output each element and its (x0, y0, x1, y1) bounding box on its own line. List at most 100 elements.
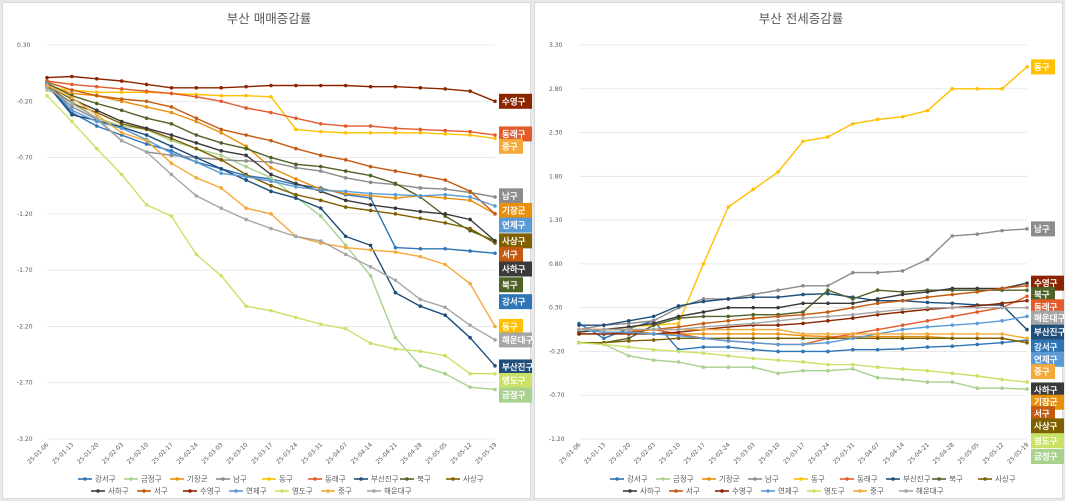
data-point (318, 153, 323, 158)
data-point (368, 173, 373, 178)
data-point (318, 239, 323, 243)
data-point (468, 129, 472, 134)
end-label-box (1031, 324, 1064, 340)
data-point (468, 335, 472, 340)
data-point (801, 360, 805, 364)
end-label-box (499, 387, 532, 403)
data-point (119, 126, 124, 131)
x-tick-label: 25-03-10 (757, 441, 781, 465)
y-tick-label: -2.20 (17, 323, 33, 330)
legend-label: 기장군 (719, 474, 740, 484)
data-point (368, 264, 373, 269)
legend-marker (267, 477, 271, 481)
data-point (119, 87, 124, 91)
data-point (651, 358, 656, 363)
data-point (244, 133, 248, 137)
data-point (244, 304, 248, 308)
data-point (169, 122, 174, 126)
legend-marker (904, 489, 908, 493)
end-label-box (1031, 275, 1064, 291)
data-point (493, 364, 497, 368)
end-label: 서구 (502, 249, 518, 260)
data-point (194, 160, 199, 164)
data-point (776, 319, 780, 323)
x-tick-label: 25-02-24 (708, 441, 732, 465)
data-point (294, 196, 298, 200)
legend-label: 해운대구 (916, 486, 944, 496)
data-point (801, 283, 805, 288)
data-point (875, 332, 880, 336)
end-label: 금정구 (1034, 452, 1058, 463)
data-point (368, 341, 373, 346)
legend-marker (674, 489, 678, 493)
data-point (493, 239, 497, 243)
data-point (751, 340, 756, 345)
data-point (294, 192, 298, 197)
legend-label: 해운대구 (384, 486, 412, 496)
data-point (244, 178, 248, 182)
data-point (875, 312, 880, 317)
data-point (318, 322, 323, 326)
data-point (94, 101, 99, 106)
data-point (975, 305, 980, 310)
end-label-box (1031, 310, 1064, 326)
data-point (875, 288, 880, 292)
end-label: 사하구 (502, 264, 526, 275)
x-tick-label: 25-05-05 (424, 441, 448, 465)
data-point (70, 105, 74, 109)
data-point (443, 178, 448, 182)
data-point (850, 347, 855, 352)
series-line (46, 82, 496, 207)
data-point (269, 176, 273, 180)
end-label-box (499, 217, 532, 233)
end-label: 남구 (502, 191, 518, 202)
y-tick-label: 0.80 (549, 261, 563, 268)
data-point (875, 347, 880, 352)
data-point (493, 212, 497, 216)
data-point (577, 327, 581, 332)
data-point (776, 314, 780, 319)
data-point (626, 330, 631, 334)
end-label: 해운대구 (502, 335, 532, 346)
data-point (418, 254, 423, 259)
x-tick-label: 25-01-20 (76, 441, 100, 465)
data-point (925, 295, 930, 299)
data-point (925, 380, 930, 384)
data-point (850, 316, 855, 320)
data-point (701, 336, 706, 341)
data-point (244, 164, 248, 169)
legend-marker (142, 489, 146, 493)
legend-label: 동래구 (325, 475, 346, 484)
data-point (94, 116, 99, 120)
data-point (751, 356, 756, 361)
data-point (368, 273, 373, 278)
end-label-box (499, 93, 532, 109)
data-point (368, 84, 373, 89)
data-point (1025, 387, 1029, 391)
data-point (826, 283, 830, 288)
end-label: 부산진구 (1034, 327, 1064, 338)
legend-marker (707, 477, 711, 481)
x-tick-label: 25-03-31 (832, 441, 856, 465)
data-point (269, 189, 273, 194)
legend-label: 부산진구 (903, 474, 931, 484)
data-point (1000, 340, 1004, 345)
data-point (925, 257, 930, 262)
data-point (676, 360, 681, 364)
end-label-box (1031, 394, 1064, 410)
data-point (94, 84, 99, 89)
data-point (468, 371, 472, 376)
data-point (269, 308, 273, 313)
x-tick-label: 25-02-17 (151, 441, 175, 465)
x-tick-label: 25-04-28 (400, 441, 424, 465)
data-point (368, 124, 373, 128)
data-point (70, 88, 74, 92)
data-point (318, 206, 323, 211)
data-point (801, 336, 805, 341)
data-point (1025, 314, 1029, 319)
end-label-box (1031, 339, 1064, 355)
data-point (468, 385, 472, 390)
data-point (169, 214, 174, 218)
data-point (1000, 386, 1004, 391)
data-point (801, 310, 805, 314)
